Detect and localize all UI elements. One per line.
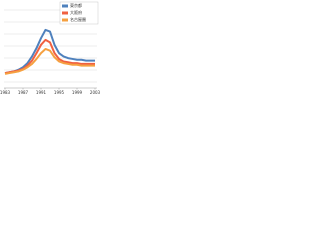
legend-swatch (62, 4, 68, 8)
legend-label: 東京都 (70, 2, 82, 8)
legend-label: 大阪府 (70, 9, 82, 15)
x-tick-label: 1999 (72, 90, 83, 95)
legend-swatch (62, 11, 68, 15)
series-line (4, 28, 95, 75)
legend-label: 名古屋圏 (70, 16, 86, 22)
x-tick-label: 1991 (36, 90, 47, 95)
legend (59, 1, 99, 25)
x-tick-label: 1983 (0, 90, 11, 95)
x-tick-label: 2003 (90, 90, 100, 95)
series-line (4, 47, 95, 75)
legend-swatch (62, 18, 68, 22)
x-tick-label: 1987 (18, 90, 29, 95)
x-tick-label: 1995 (54, 90, 65, 95)
